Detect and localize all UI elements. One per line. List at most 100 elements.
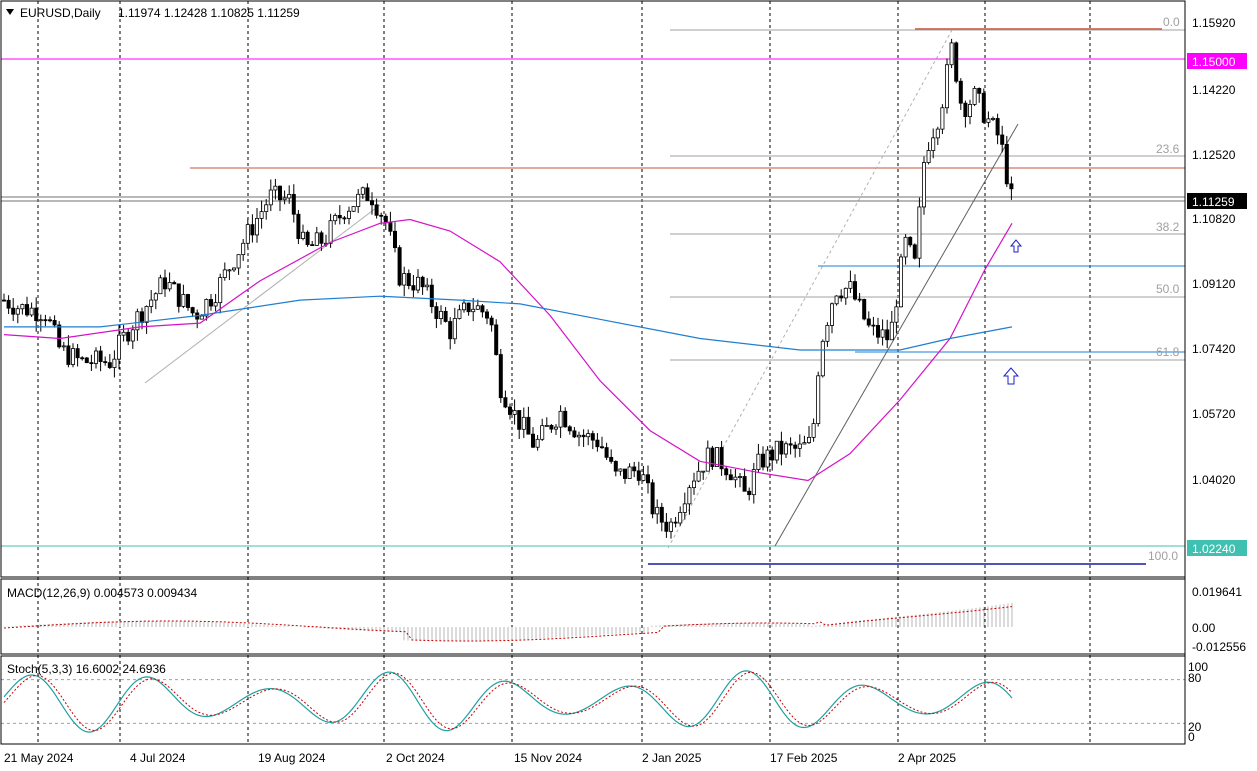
candle-bear: [448, 321, 453, 340]
candle-bear: [208, 299, 213, 307]
candle-bear: [567, 426, 572, 432]
candle-bull: [259, 211, 264, 219]
candle-bear: [839, 295, 844, 299]
candle-bear: [742, 476, 747, 492]
candle-bear: [176, 283, 181, 307]
candle-bull: [586, 433, 591, 438]
candle-bear: [107, 362, 112, 368]
candle-bull: [797, 443, 802, 449]
symbol-menu-triangle-icon[interactable]: [6, 9, 14, 15]
candle-bull: [968, 104, 973, 118]
candle-bear: [995, 118, 1000, 136]
candle-bear: [89, 362, 94, 365]
moving-averages: [3, 218, 1013, 482]
time-tick: 4 Jul 2024: [130, 751, 186, 765]
candle-bear: [908, 236, 913, 246]
candle-bull: [825, 324, 830, 342]
candle-bear: [1004, 143, 1009, 185]
candle-bull: [236, 254, 241, 269]
candle-bull: [328, 220, 333, 244]
candle-bear: [673, 521, 678, 524]
price-axis: 1.15920 1.14220 1.12520 1.10820 1.09120 …: [1187, 16, 1247, 556]
candle-bull: [227, 269, 232, 272]
candle-bull: [991, 118, 996, 120]
support-level-value: 1.02240: [1192, 542, 1236, 556]
candle-bull: [554, 426, 559, 430]
candle-bull: [627, 466, 632, 479]
price-tick: 1.10820: [1192, 212, 1236, 226]
candle-bear: [857, 298, 862, 301]
candle-bull: [287, 193, 292, 199]
candle-bull: [830, 303, 835, 326]
candle-bear: [981, 92, 986, 123]
candle-bull: [784, 443, 789, 455]
time-axis: 21 May 2024 4 Jul 2024 19 Aug 2024 2 Oct…: [4, 751, 956, 765]
candle-bull: [820, 340, 825, 377]
indicator-panels: [1, 602, 1185, 733]
candle-bull: [273, 185, 278, 191]
candle-bear: [623, 468, 628, 479]
candle-bear: [139, 311, 144, 323]
candle-bull: [268, 189, 273, 206]
candle-bull: [922, 162, 927, 208]
candle-bull: [544, 425, 549, 427]
candle-bull: [889, 321, 894, 341]
candle-bear: [2, 299, 7, 302]
candle-bear: [429, 284, 434, 308]
candle-bear: [517, 410, 522, 430]
candle-bear: [728, 474, 733, 481]
candle-bear: [503, 397, 508, 408]
candle-bull: [360, 187, 365, 195]
candle-bear: [310, 244, 315, 247]
candle-bear: [710, 447, 715, 467]
candle-bear: [977, 88, 982, 94]
candle-bull: [282, 197, 287, 201]
candle-bull: [733, 476, 738, 481]
candle-bull: [880, 329, 885, 338]
candle-bull: [715, 447, 720, 467]
candle-bull: [577, 434, 582, 438]
candle-bull: [926, 150, 931, 163]
fib-label-61-8: 61.8: [1156, 345, 1180, 359]
candle-bull: [121, 331, 126, 336]
current-price-badge: [1187, 193, 1247, 209]
candle-bull: [931, 137, 936, 151]
macd-label: MACD(12,26,9) 0.004573 0.009434: [7, 586, 197, 600]
candle-bear: [406, 273, 411, 286]
candle-bear: [572, 430, 577, 438]
candle-bear: [719, 447, 724, 470]
candle-bull: [351, 206, 356, 212]
candle-bear: [876, 325, 881, 338]
candle-bear: [885, 329, 890, 341]
up-arrow-icon: [1009, 239, 1023, 253]
candle-bear: [581, 434, 586, 438]
moving-average-slow: [4, 295, 1013, 351]
candle-bear: [853, 281, 858, 300]
candle-bull: [38, 319, 43, 322]
stoch-tick: 100: [1188, 660, 1208, 674]
candle-bull: [972, 88, 977, 105]
candle-bull: [29, 307, 34, 316]
candles: [2, 38, 1014, 539]
candle-bull: [461, 302, 466, 311]
fib-label-50: 50.0: [1156, 282, 1180, 296]
candle-bear: [48, 319, 53, 322]
symbol-title: EURUSD,Daily: [20, 6, 101, 20]
candle-bear: [103, 361, 108, 364]
chart-header: EURUSD,Daily 1.11974 1.12428 1.10825 1.1…: [6, 6, 300, 20]
stoch-tick: 0: [1188, 730, 1195, 744]
candle-bull: [130, 329, 135, 342]
candle-bull: [314, 232, 319, 246]
candle-bear: [963, 102, 968, 118]
candle-bear: [383, 215, 388, 224]
current-price-value: 1.11259: [1192, 195, 1235, 209]
candle-bear: [788, 443, 793, 446]
stoch-tick: 80: [1188, 671, 1202, 685]
candle-bull: [949, 42, 954, 66]
candle-bear: [604, 447, 609, 458]
candle-bull: [903, 236, 908, 258]
candle-bear: [494, 324, 499, 355]
candle-bear: [724, 468, 729, 476]
